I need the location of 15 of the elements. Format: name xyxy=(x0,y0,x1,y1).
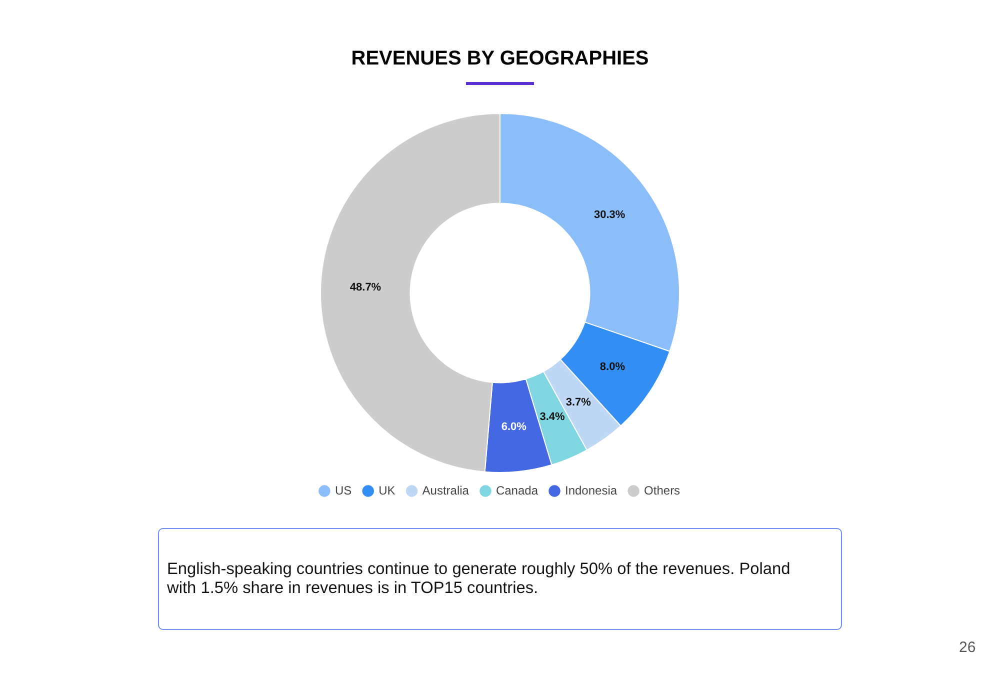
data-label: 3.7% xyxy=(566,396,592,408)
data-label: 30.3% xyxy=(594,208,626,221)
text: 26 xyxy=(959,639,976,656)
legend-label: Indonesia xyxy=(565,483,618,498)
legend-label: US xyxy=(334,483,352,498)
legend-label: Others xyxy=(644,483,680,498)
data-label: 8.0% xyxy=(600,361,626,374)
legend-label: UK xyxy=(378,483,396,498)
legend-label: Canada xyxy=(496,483,538,498)
data-label: 3.4% xyxy=(540,411,565,424)
data-label: 48.7% xyxy=(350,281,382,294)
chart-title: REVENUES BY GEOGRAPHIES xyxy=(351,48,649,70)
legend-label: Australia xyxy=(422,483,470,498)
text: English-speaking countries continue to generate roughly 50% of the revenues. Poland with 1.5% share in revenues is in TOP15 countries. xyxy=(167,560,792,598)
data-label: 6.0% xyxy=(501,420,527,433)
